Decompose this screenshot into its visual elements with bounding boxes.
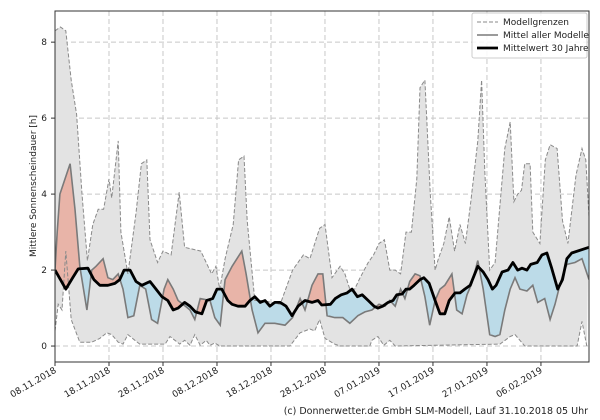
x-tick-label: 07.01.2019 bbox=[333, 366, 383, 401]
legend-label-climatology: Mittelwert 30 Jahre bbox=[503, 44, 589, 54]
model-range-band bbox=[55, 27, 589, 346]
x-tick-label: 27.01.2019 bbox=[441, 366, 491, 401]
y-tick-label: 8 bbox=[41, 38, 47, 48]
y-tick-label: 2 bbox=[41, 266, 47, 276]
y-axis-label: Mittlere Sonnenscheindauer [h] bbox=[29, 115, 39, 257]
legend-box bbox=[471, 12, 588, 59]
copyright-credit: (c) Donnerwetter.de GmbH SLM-Modell, Lau… bbox=[284, 406, 588, 417]
y-tick-label: 0 bbox=[41, 342, 47, 352]
legend-label-model-limits: Modellgrenzen bbox=[503, 18, 569, 28]
legend-label-model-mean: Mittel aller Modelle bbox=[503, 31, 589, 41]
legend: Modellgrenzen Mittel aller Modelle Mitte… bbox=[471, 12, 589, 59]
model-upper-limit-line bbox=[55, 26, 589, 305]
x-tick-label: 28.11.2018 bbox=[117, 366, 167, 401]
x-tick-label: 08.11.2018 bbox=[9, 366, 59, 401]
x-axis-ticks: 08.11.2018 18.11.2018 28.11.2018 08.12.2018… bbox=[9, 362, 545, 400]
y-axis-ticks: 0 2 4 6 8 bbox=[41, 38, 55, 352]
x-tick-label: 28.12.2018 bbox=[279, 366, 329, 401]
x-tick-label: 06.02.2019 bbox=[495, 366, 545, 401]
plot-frame bbox=[54, 10, 590, 363]
x-tick-label: 18.12.2018 bbox=[225, 366, 275, 401]
climatology-30y-line bbox=[55, 245, 589, 318]
y-tick-label: 4 bbox=[41, 190, 47, 200]
y-tick-label: 6 bbox=[41, 114, 47, 124]
x-tick-label: 18.11.2018 bbox=[63, 366, 113, 401]
x-tick-label: 17.01.2019 bbox=[387, 366, 437, 401]
model-mean-line bbox=[55, 163, 589, 338]
model-lower-limit-line bbox=[55, 251, 588, 347]
x-tick-label: 08.12.2018 bbox=[171, 366, 221, 401]
